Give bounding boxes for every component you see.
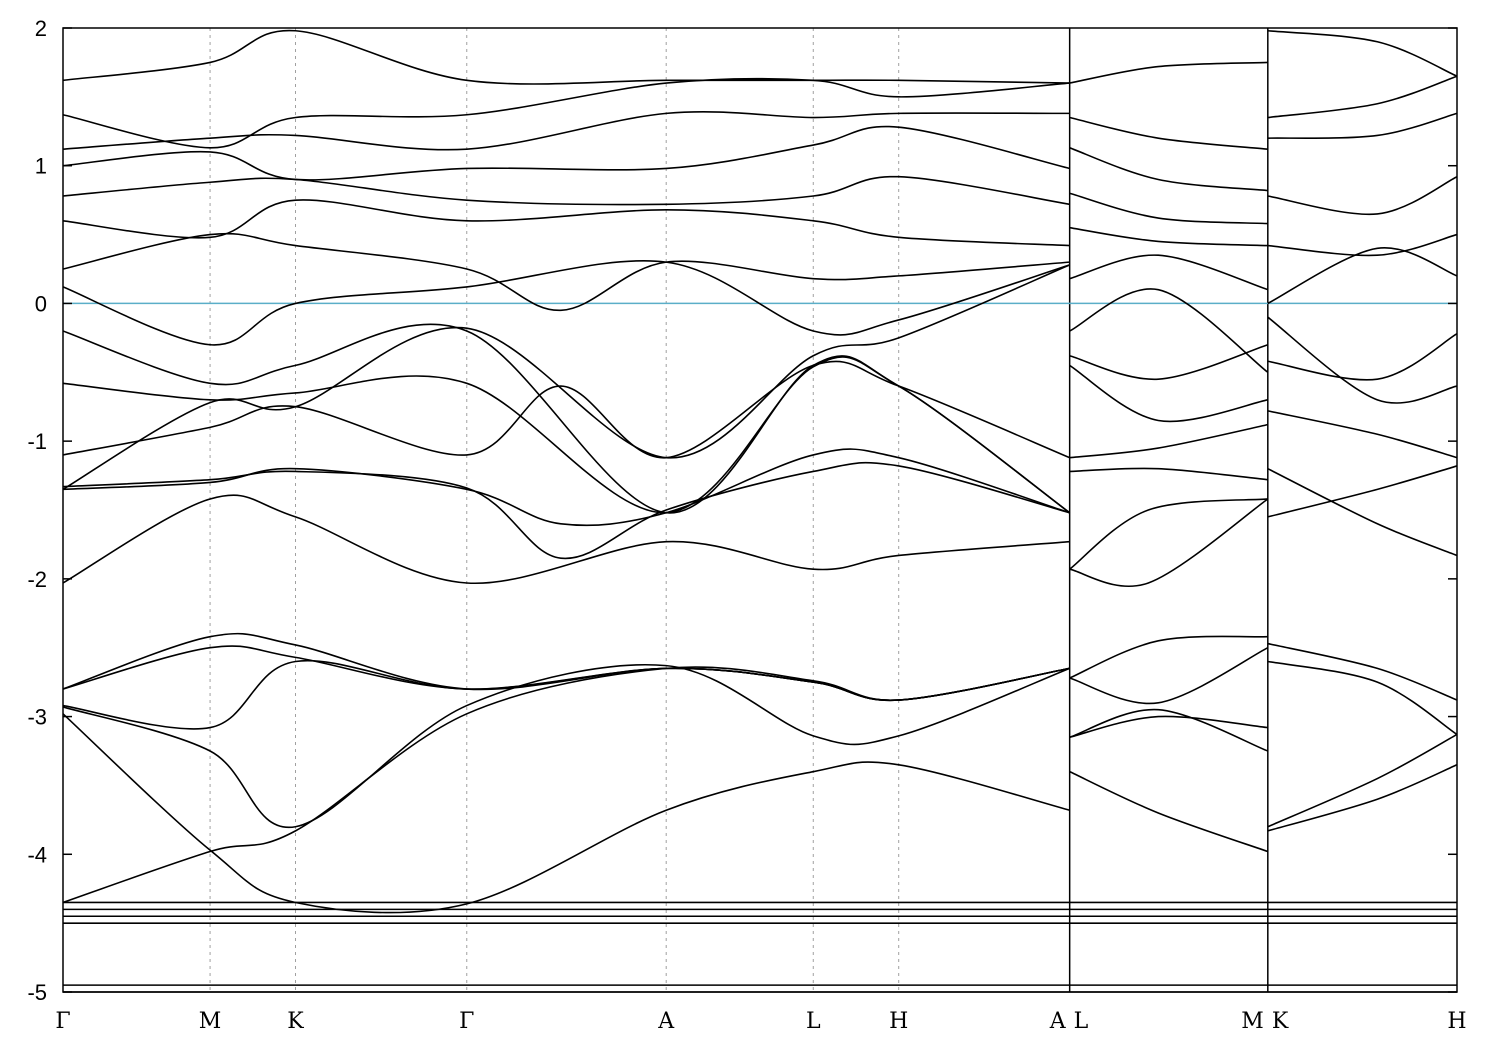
- band-line: [1267, 642, 1458, 701]
- band-line: [1069, 364, 1268, 423]
- x-tick-label: M: [1241, 1009, 1264, 1034]
- band-line: [1069, 498, 1269, 588]
- band-line: [1267, 733, 1458, 828]
- y-tick-label: -1: [27, 429, 47, 454]
- band-line: [62, 659, 1070, 730]
- x-tick-label: K: [1272, 1009, 1289, 1034]
- band-line: [62, 264, 1070, 491]
- y-tick-label: -5: [27, 980, 47, 1005]
- band-line: [1069, 288, 1269, 373]
- band-line: [62, 232, 1070, 312]
- band-line: [1267, 660, 1458, 736]
- band-line: [1069, 343, 1269, 380]
- band-line: [1267, 176, 1458, 216]
- x-tick-label: Γ: [459, 1009, 474, 1034]
- band-line: [1069, 116, 1268, 150]
- band-line: [1267, 233, 1458, 257]
- band-line: [62, 29, 1070, 85]
- band-line: [62, 448, 1070, 527]
- band-line: [62, 125, 1070, 181]
- band-line: [1267, 465, 1458, 518]
- band-line: [62, 360, 1070, 459]
- y-tick-label: -3: [27, 705, 47, 730]
- band-line: [1267, 112, 1458, 139]
- band-line: [62, 666, 1070, 904]
- y-tick-label: -2: [27, 567, 47, 592]
- band-line: [62, 461, 1070, 560]
- x-tick-label: L: [1074, 1009, 1089, 1034]
- y-axis: 2 1 0 -1 -2 -3 -4 -5: [27, 16, 1457, 1005]
- band-line: [1069, 770, 1269, 853]
- band-line: [62, 77, 1070, 149]
- band-line: [1069, 715, 1268, 739]
- band-line: [1267, 410, 1458, 459]
- x-tick-label: H: [889, 1009, 908, 1034]
- x-tick-label: Γ: [55, 1009, 70, 1034]
- band-line: [1069, 467, 1268, 481]
- x-tick-label: H: [1447, 1009, 1466, 1034]
- x-tick-label: A: [1049, 1009, 1067, 1034]
- y-tick-label: -4: [27, 842, 47, 867]
- band-line: [1069, 61, 1268, 84]
- band-line: [1267, 316, 1458, 404]
- band-line: [62, 110, 1070, 151]
- x-tick-label: M: [199, 1009, 222, 1034]
- band-line: [1267, 247, 1458, 305]
- band-line: [1069, 708, 1269, 752]
- band-line: [1069, 226, 1268, 247]
- x-tick-label: L: [806, 1009, 821, 1034]
- band-line: [1069, 646, 1269, 705]
- band-line: [1069, 423, 1268, 459]
- band-line: [1267, 467, 1458, 557]
- band-line: [62, 356, 1071, 514]
- band-line: [62, 494, 1070, 585]
- band-line: [62, 645, 1070, 702]
- band-line: [1267, 333, 1458, 381]
- band-lines: [62, 29, 1458, 993]
- band-line: [1069, 192, 1268, 225]
- band-line: [1267, 764, 1458, 832]
- band-line: [62, 713, 1070, 914]
- grid-lines: [209, 28, 1269, 992]
- band-line: [1267, 29, 1458, 77]
- y-tick-label: 0: [35, 291, 47, 316]
- band-line: [1069, 635, 1268, 679]
- y-tick-label: 1: [35, 154, 47, 179]
- band-line: [62, 175, 1070, 206]
- band-line: [1069, 147, 1268, 192]
- band-line: [1069, 498, 1268, 570]
- plot-frame: [62, 27, 1458, 993]
- x-tick-label: A: [657, 1009, 675, 1034]
- band-line: [62, 632, 1070, 702]
- band-line: [62, 663, 1070, 829]
- x-tick-label: K: [287, 1009, 304, 1034]
- band-line: [1267, 75, 1458, 119]
- band-line: [62, 199, 1070, 247]
- y-tick-label: 2: [35, 16, 47, 41]
- band-line: [62, 259, 1070, 346]
- band-line: [62, 323, 1071, 514]
- band-line: [1069, 254, 1269, 291]
